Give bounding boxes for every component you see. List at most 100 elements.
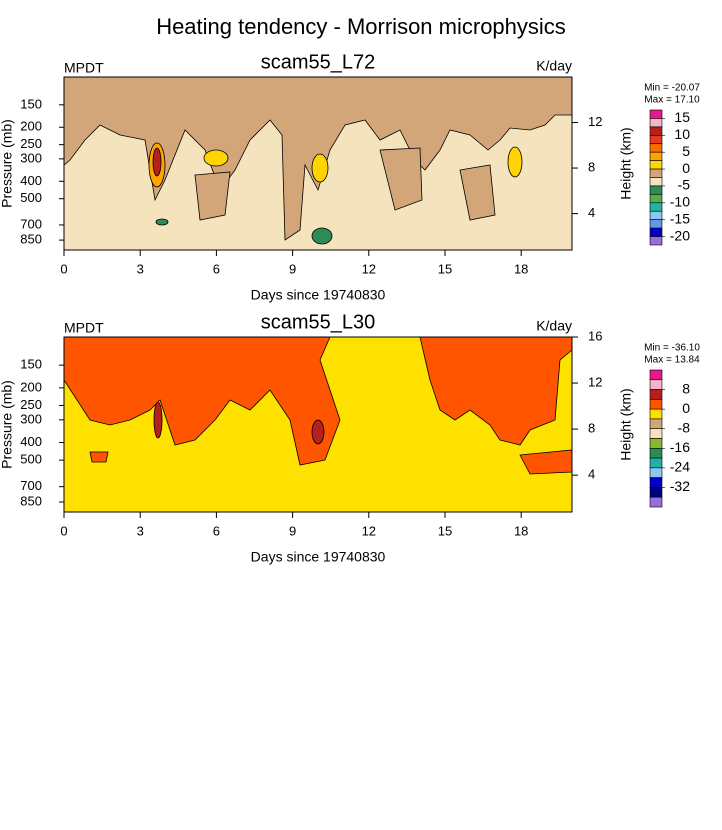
x-tick-label: 15: [438, 261, 452, 276]
colorbar-label: -8: [678, 419, 691, 435]
colorbar-label: 0: [682, 400, 690, 416]
colorbar-box: [649, 379, 663, 390]
colorbar-label: 5: [682, 143, 690, 159]
min-label: Min = -36.10: [644, 343, 700, 354]
colorbar-box: [649, 135, 663, 145]
x-tick-label: 0: [60, 261, 67, 276]
colorbar-label: 10: [674, 126, 690, 142]
x-tick-label: 15: [438, 523, 452, 538]
y-axis-label: Pressure (mb): [0, 119, 15, 208]
colorbar-box: [649, 389, 663, 400]
y2-tick-label: 8: [588, 421, 595, 436]
min-label: Min = -20.07: [644, 83, 700, 94]
max-label: Max = 17.10: [644, 95, 700, 106]
left-label: MPDT: [64, 60, 104, 76]
x-tick-label: 18: [514, 261, 528, 276]
colorbar-box: [649, 118, 663, 128]
x-axis-label: Days since 19740830: [251, 287, 386, 303]
x-tick-label: 3: [137, 261, 144, 276]
max-label: Max = 13.84: [644, 355, 700, 366]
plot-frame: [63, 336, 573, 513]
colorbar-box: [649, 457, 663, 469]
y-tick-label: 250: [20, 397, 42, 412]
colorbar-label: -32: [670, 478, 690, 494]
y-tick-label: 500: [20, 452, 42, 467]
y-tick-label: 850: [20, 232, 42, 247]
colorbar-label: 15: [674, 109, 690, 125]
colorbar-box: [649, 467, 663, 478]
y-tick-label: 400: [20, 173, 42, 188]
colorbar-label: -5: [678, 177, 691, 193]
y-tick-label: 400: [20, 434, 42, 449]
colorbar-box: [649, 151, 663, 161]
colorbar-box: [649, 236, 663, 246]
y2-axis-label: Height (km): [618, 127, 634, 199]
y2-axis-label: Height (km): [618, 388, 634, 460]
right-label: K/day: [536, 318, 572, 334]
x-tick-label: 6: [213, 523, 220, 538]
plot-frame: [63, 76, 573, 251]
colorbar-box: [649, 438, 663, 449]
y-tick-label: 300: [20, 150, 42, 165]
colorbar-label: 8: [682, 380, 690, 396]
y2-tick-label: 12: [588, 374, 602, 389]
y-tick-label: 150: [20, 357, 42, 372]
x-tick-label: 9: [289, 261, 296, 276]
colorbar-box: [649, 219, 663, 229]
colorbar-box: [649, 109, 663, 119]
y-tick-label: 150: [20, 96, 42, 111]
contour-field: [63, 76, 573, 250]
colorbar-box: [649, 160, 663, 170]
x-axis-label: Days since 19740830: [251, 549, 386, 565]
colorbar-label: -10: [670, 194, 690, 210]
colorbar-box: [649, 210, 663, 220]
colorbar-box: [649, 126, 663, 136]
left-label: MPDT: [64, 320, 104, 336]
colorbar-box: [649, 496, 663, 508]
colorbar-box: [649, 418, 663, 430]
colorbar-label: -16: [670, 439, 690, 455]
y-tick-label: 200: [20, 379, 42, 394]
colorbar-box: [649, 487, 663, 498]
colorbar-box: [649, 143, 663, 153]
colorbar-label: -20: [670, 227, 690, 243]
x-tick-label: 6: [213, 261, 220, 276]
colorbar-box: [649, 202, 663, 212]
contour-field: [63, 336, 573, 512]
x-tick-label: 12: [362, 523, 376, 538]
colorbar-box: [649, 168, 663, 178]
y-tick-label: 200: [20, 119, 42, 134]
y2-tick-label: 16: [588, 328, 602, 343]
figure-title: Heating tendency - Morrison microphysics: [156, 14, 566, 39]
x-tick-label: 3: [137, 523, 144, 538]
x-tick-label: 18: [514, 523, 528, 538]
panel-title: scam55_L30: [261, 311, 376, 333]
colorbar-box: [649, 194, 663, 204]
colorbar-box: [649, 177, 663, 187]
colorbar-box: [649, 477, 663, 488]
colorbar-box: [649, 447, 663, 459]
y-tick-label: 300: [20, 411, 42, 426]
y-tick-label: 500: [20, 190, 42, 205]
colorbar-box: [649, 227, 663, 237]
colorbar-box: [649, 185, 663, 195]
colorbar-label: -24: [670, 459, 690, 475]
y-axis-label: Pressure (mb): [0, 380, 15, 469]
colorbar-box: [649, 408, 663, 420]
colorbar-box: [649, 428, 663, 439]
y2-tick-label: 12: [588, 114, 602, 129]
x-tick-label: 9: [289, 523, 296, 538]
y2-tick-label: 8: [588, 159, 595, 174]
y-tick-label: 700: [20, 478, 42, 493]
colorbar-box: [649, 399, 663, 410]
y2-tick-label: 4: [588, 467, 595, 482]
y-tick-label: 250: [20, 136, 42, 151]
right-label: K/day: [536, 58, 572, 74]
x-tick-label: 0: [60, 523, 67, 538]
y-tick-label: 700: [20, 216, 42, 231]
x-tick-label: 12: [362, 261, 376, 276]
colorbar-box: [649, 369, 663, 381]
y2-tick-label: 4: [588, 205, 595, 220]
colorbar-label: 0: [682, 160, 690, 176]
